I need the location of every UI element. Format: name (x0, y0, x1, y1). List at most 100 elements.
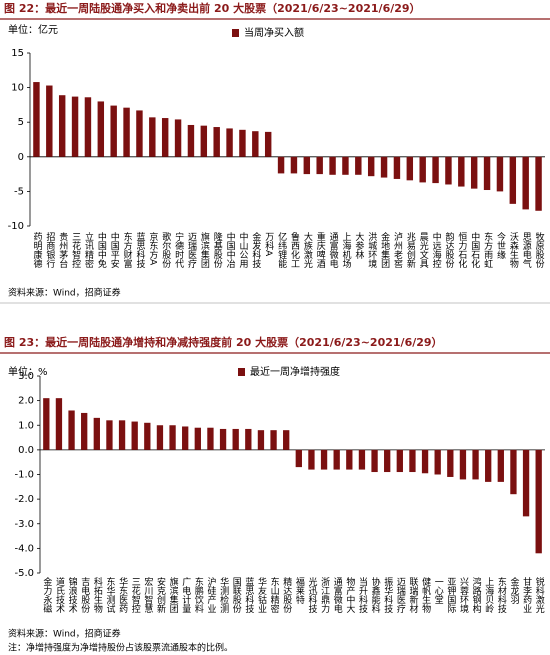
bar (358, 449, 366, 470)
x-tick-label: 一心堂 (433, 577, 444, 604)
x-tick-label: 洪城环境 (366, 231, 377, 269)
x-tick-label: 三花智控 (70, 232, 81, 269)
x-tick-label: 振华科技 (382, 576, 393, 614)
bar (187, 124, 195, 157)
bar (535, 156, 542, 211)
x-tick-label: 东方雨虹 (482, 231, 493, 268)
x-tick-label: 宁德时代 (173, 231, 184, 269)
bar (213, 127, 220, 157)
bar (97, 101, 105, 157)
bar (355, 156, 362, 175)
bar (384, 449, 391, 473)
x-tick-label: 联瑞新材 (407, 577, 418, 613)
x-tick-label: 歌尔股份 (160, 231, 171, 269)
bar (149, 117, 156, 157)
x-tick-label: 浙江鼎力 (319, 576, 330, 614)
chart-title: 图 22：最近一周陆股通净买入和净卖出前 20 大股票（2021/6/23~20… (4, 1, 421, 15)
bar (245, 428, 252, 450)
x-tick-label: 中远海控 (431, 231, 442, 269)
x-tick-label: 华东医药 (117, 576, 128, 614)
bar (535, 449, 542, 554)
unit-label: 单位：% (8, 365, 48, 378)
x-tick-label: 兴蓉环境 (458, 577, 469, 614)
bar (226, 128, 233, 157)
y-tick-label: 2.0 (18, 396, 34, 407)
bar (219, 428, 227, 450)
x-tick-label: 中国平安 (109, 231, 120, 269)
x-tick-label: 通富微电 (332, 577, 343, 613)
bar (485, 449, 492, 482)
bar (406, 156, 414, 181)
x-tick-label: 恒力石化 (456, 231, 467, 269)
bar (257, 430, 265, 450)
x-tick-label: 韵达股份 (443, 231, 454, 269)
bar (497, 449, 504, 482)
x-tick-label: 蓝思科技 (243, 576, 254, 614)
x-tick-label: 广电计量 (180, 576, 191, 613)
y-tick-label: 10 (11, 83, 24, 94)
bar (458, 156, 465, 187)
legend-swatch (238, 368, 245, 376)
x-tick-label: 旗滨集团 (168, 576, 179, 614)
x-tick-label: 国联股份 (231, 577, 242, 614)
bar (380, 156, 388, 178)
bar (131, 421, 138, 450)
x-tick-label: 亿纬锂能 (276, 231, 287, 269)
x-tick-label: 隆基股份 (212, 231, 223, 269)
bar (320, 449, 328, 470)
bar (459, 449, 467, 480)
bar (470, 156, 478, 189)
bar (419, 156, 426, 183)
y-tick-label: -5 (14, 186, 24, 197)
x-tick-label: 华友钴业 (256, 576, 267, 613)
y-tick-label: -1.0 (14, 470, 34, 481)
legend-label: 当周净买入额 (244, 26, 304, 39)
bar (333, 449, 340, 470)
x-tick-label: 大参林 (353, 231, 364, 260)
bar (194, 427, 201, 450)
x-tick-label: 大族激光 (302, 231, 313, 269)
x-tick-label: 兆易创新 (405, 232, 416, 269)
source: 资料来源：Wind，招商证券 (8, 628, 121, 640)
bar (156, 425, 164, 450)
x-tick-label: 中国中免 (96, 231, 107, 269)
x-tick-label: 晨光文具 (418, 232, 429, 269)
x-tick-label: 金地集团 (379, 231, 390, 269)
bar (346, 449, 353, 470)
bar (371, 449, 378, 473)
bar (367, 156, 375, 177)
bar (81, 412, 88, 450)
x-tick-label: 三花智控 (130, 577, 141, 614)
bar (46, 85, 53, 157)
bar (182, 426, 189, 450)
x-tick-label: 精达股份 (281, 576, 292, 614)
x-tick-label: 沪硅产业 (205, 576, 216, 613)
bar (200, 125, 208, 157)
x-tick-label: 上海贝岭 (483, 577, 494, 614)
bar (161, 118, 169, 157)
x-tick-label: 万科A (263, 232, 274, 257)
bar (93, 417, 100, 450)
y-tick-label: -4.0 (14, 543, 34, 554)
x-tick-label: 金龙羽 (508, 576, 519, 604)
bar (207, 427, 214, 450)
x-tick-label: 今世缘 (495, 231, 506, 259)
bar (421, 449, 429, 474)
bar (136, 110, 143, 157)
bar (123, 107, 130, 157)
y-tick-label: 3.0 (18, 371, 34, 382)
bar (144, 422, 151, 450)
bar (84, 97, 92, 157)
x-tick-label: 物产中大 (344, 576, 355, 614)
x-tick-label: 锐科激光 (534, 576, 545, 614)
x-tick-label: 鸿路钢构 (471, 576, 482, 614)
unit-label: 单位：亿元 (8, 23, 58, 36)
x-tick-label: 沃森生物 (508, 232, 519, 269)
y-tick-label: -10 (8, 221, 24, 232)
bar (33, 82, 40, 157)
x-tick-label: 中国中冶 (225, 231, 236, 269)
x-tick-label: 鲁西化工 (289, 231, 300, 268)
bar (483, 156, 491, 191)
note: 注：净增持强度为净增持股份占该股票流通股本的比例。 (8, 642, 233, 654)
x-tick-label: 安克创新 (155, 576, 166, 614)
